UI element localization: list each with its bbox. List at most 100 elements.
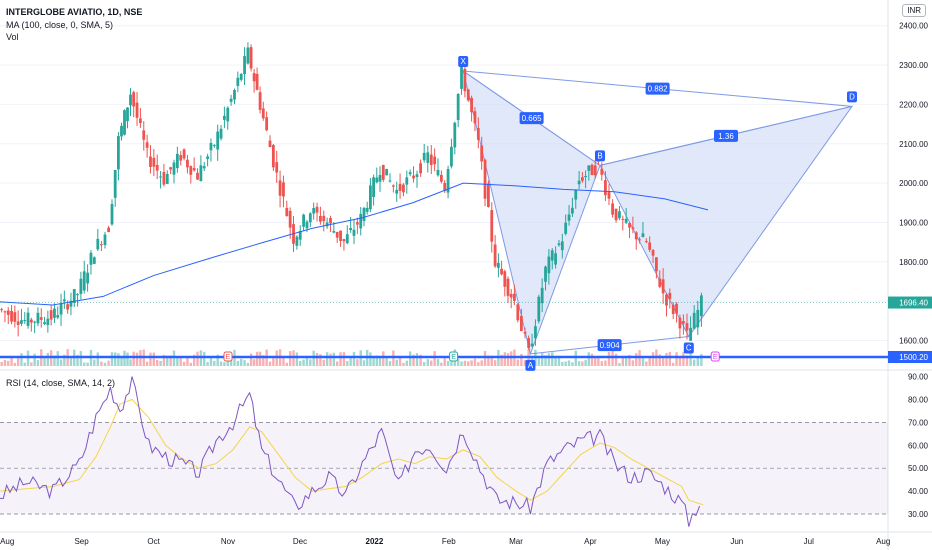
volume-bar	[516, 359, 519, 366]
candle-body	[149, 156, 152, 167]
volume-bar	[114, 352, 117, 366]
candle-body	[179, 155, 183, 161]
volume-bar	[352, 351, 356, 366]
candle	[39, 308, 43, 328]
volume-bar	[319, 354, 322, 366]
volume-bar	[385, 355, 388, 366]
candle-body	[398, 183, 402, 191]
pattern-point-label: A	[528, 361, 534, 370]
candle-body	[668, 292, 672, 300]
candle	[3, 310, 7, 323]
candle	[648, 236, 652, 253]
candle	[229, 94, 233, 106]
candle-body	[189, 166, 193, 175]
candle-body	[408, 172, 412, 175]
candle-body	[493, 244, 497, 267]
volume-bar	[651, 352, 655, 366]
candle	[661, 268, 665, 304]
volume-bar	[229, 359, 233, 366]
volume-bar	[3, 359, 7, 366]
pattern-point-label: C	[686, 344, 692, 353]
volume-bar	[135, 352, 139, 366]
volume-bar	[86, 362, 89, 366]
volume-bar	[288, 351, 292, 366]
candle	[453, 121, 457, 155]
candle-body	[196, 172, 199, 180]
candle	[369, 178, 372, 213]
candle-body	[243, 56, 246, 75]
pattern-point-badge	[525, 359, 536, 371]
candle	[641, 221, 645, 238]
candle-body	[285, 207, 289, 216]
candle-body	[155, 164, 159, 171]
price-tick: 2400.00	[899, 22, 928, 31]
volume-bar	[255, 351, 259, 366]
volume-bar	[503, 352, 506, 366]
volume-bar	[349, 357, 352, 366]
candle-body	[110, 204, 114, 225]
volume-bar	[36, 360, 40, 366]
volume-bar	[493, 360, 497, 366]
candle-body	[192, 168, 196, 171]
candle	[405, 170, 409, 194]
volume-bar	[594, 356, 597, 366]
pattern-point-badge	[458, 55, 469, 67]
earnings-marker-label: E	[451, 354, 456, 361]
candle	[352, 219, 356, 244]
candle	[436, 158, 440, 177]
candle	[288, 207, 292, 239]
pattern-ratio-label: 0.904	[600, 341, 621, 350]
candle	[89, 250, 93, 275]
volume-bar	[362, 360, 366, 366]
volume-bar	[600, 361, 603, 366]
volume-bar	[700, 354, 703, 366]
volume-bar	[30, 362, 33, 366]
candle	[10, 305, 13, 325]
candle	[372, 174, 375, 206]
volume-bar	[473, 358, 477, 366]
pattern-ratio-badge	[519, 112, 544, 125]
candle-body	[342, 239, 346, 242]
volume-bar	[682, 351, 685, 366]
candle-body	[463, 68, 467, 92]
candle	[246, 42, 250, 65]
candle	[107, 225, 110, 233]
candle	[408, 169, 412, 177]
rsi-tick: 30.00	[908, 510, 929, 519]
volume-bar	[446, 360, 450, 366]
volume-bar	[123, 350, 126, 366]
candle	[0, 307, 4, 313]
candle	[378, 166, 382, 192]
candle-body	[265, 117, 269, 131]
pattern-point-d: D	[847, 91, 857, 103]
candle-body	[453, 122, 457, 148]
candle	[69, 292, 73, 316]
volume-bar	[356, 359, 359, 366]
volume-bar	[216, 354, 219, 366]
volume-bar	[243, 360, 246, 366]
candle-body	[132, 92, 136, 107]
pattern-ratio-badge	[645, 82, 670, 95]
candle-body	[587, 165, 591, 171]
candle	[658, 270, 662, 289]
volume-bar	[186, 357, 189, 366]
candle	[547, 249, 551, 285]
candle-body	[271, 145, 275, 168]
candle-body	[56, 315, 60, 318]
volume-bar	[96, 352, 99, 366]
currency-badge[interactable]: INR	[902, 4, 926, 17]
volume-bar	[7, 360, 10, 366]
candle-body	[503, 271, 507, 287]
candle	[446, 165, 450, 199]
candle-body	[16, 321, 20, 325]
candle-body	[490, 210, 494, 242]
candle-body	[436, 169, 440, 176]
candle-body	[126, 107, 129, 122]
volume-bar	[179, 357, 182, 366]
pattern-point-c: C	[683, 342, 694, 354]
candle	[388, 173, 392, 183]
candle-body	[520, 315, 523, 332]
volume-bar	[510, 351, 513, 366]
candle-body	[246, 47, 250, 64]
